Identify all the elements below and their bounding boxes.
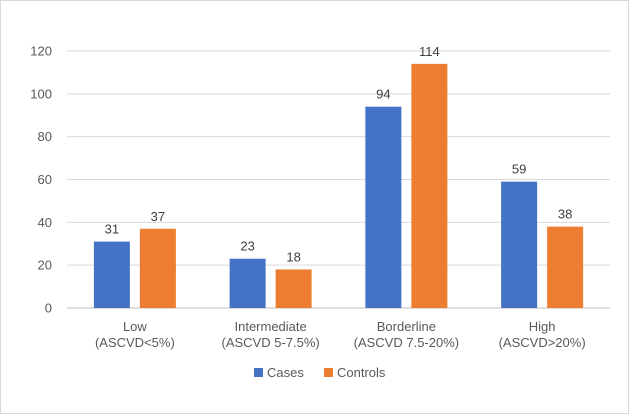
bar-controls-2 <box>411 63 448 308</box>
data-label: 18 <box>286 249 300 264</box>
x-category-label: (ASCVD 5-7.5%) <box>222 335 320 350</box>
y-tick-label: 120 <box>30 44 52 59</box>
data-label: 37 <box>151 209 165 224</box>
data-label: 94 <box>376 87 390 102</box>
y-tick-label: 100 <box>30 86 52 101</box>
x-category-label: (ASCVD>20%) <box>499 335 586 350</box>
x-category-label: (ASCVD<5%) <box>95 335 175 350</box>
legend-swatch-controls <box>324 368 333 377</box>
x-category-label: Low <box>123 319 147 334</box>
data-label: 31 <box>105 222 119 237</box>
x-category-label: Intermediate <box>234 319 306 334</box>
x-category-label: (ASCVD 7.5-20%) <box>354 335 459 350</box>
data-label: 59 <box>512 162 526 177</box>
legend: Cases Controls <box>254 365 386 380</box>
legend-label-cases: Cases <box>267 365 304 380</box>
y-axis-ticks: 0 20 40 60 80 100 120 <box>30 44 52 316</box>
y-tick-label: 20 <box>38 258 52 273</box>
x-axis-categories: Low(ASCVD<5%) Intermediate(ASCVD 5-7.5%) B… <box>95 319 586 350</box>
bar-cases-3 <box>501 181 538 308</box>
bar-controls-1 <box>275 269 312 308</box>
data-label: 114 <box>419 44 440 59</box>
y-tick-label: 60 <box>38 172 52 187</box>
data-labels: 31 37 23 18 94 114 59 38 <box>105 44 573 265</box>
bars <box>93 63 584 308</box>
x-category-label: High <box>529 319 556 334</box>
y-tick-label: 0 <box>45 301 52 316</box>
y-tick-label: 80 <box>38 129 52 144</box>
bar-cases-2 <box>365 106 402 308</box>
bar-controls-0 <box>139 228 176 308</box>
legend-label-controls: Controls <box>337 365 386 380</box>
data-label: 23 <box>240 239 254 254</box>
bar-cases-0 <box>93 241 130 308</box>
bar-cases-1 <box>229 258 266 308</box>
data-label: 38 <box>558 207 572 222</box>
y-tick-label: 40 <box>38 215 52 230</box>
bar-controls-3 <box>547 226 584 308</box>
x-category-label: Borderline <box>377 319 436 334</box>
legend-swatch-cases <box>254 368 263 377</box>
